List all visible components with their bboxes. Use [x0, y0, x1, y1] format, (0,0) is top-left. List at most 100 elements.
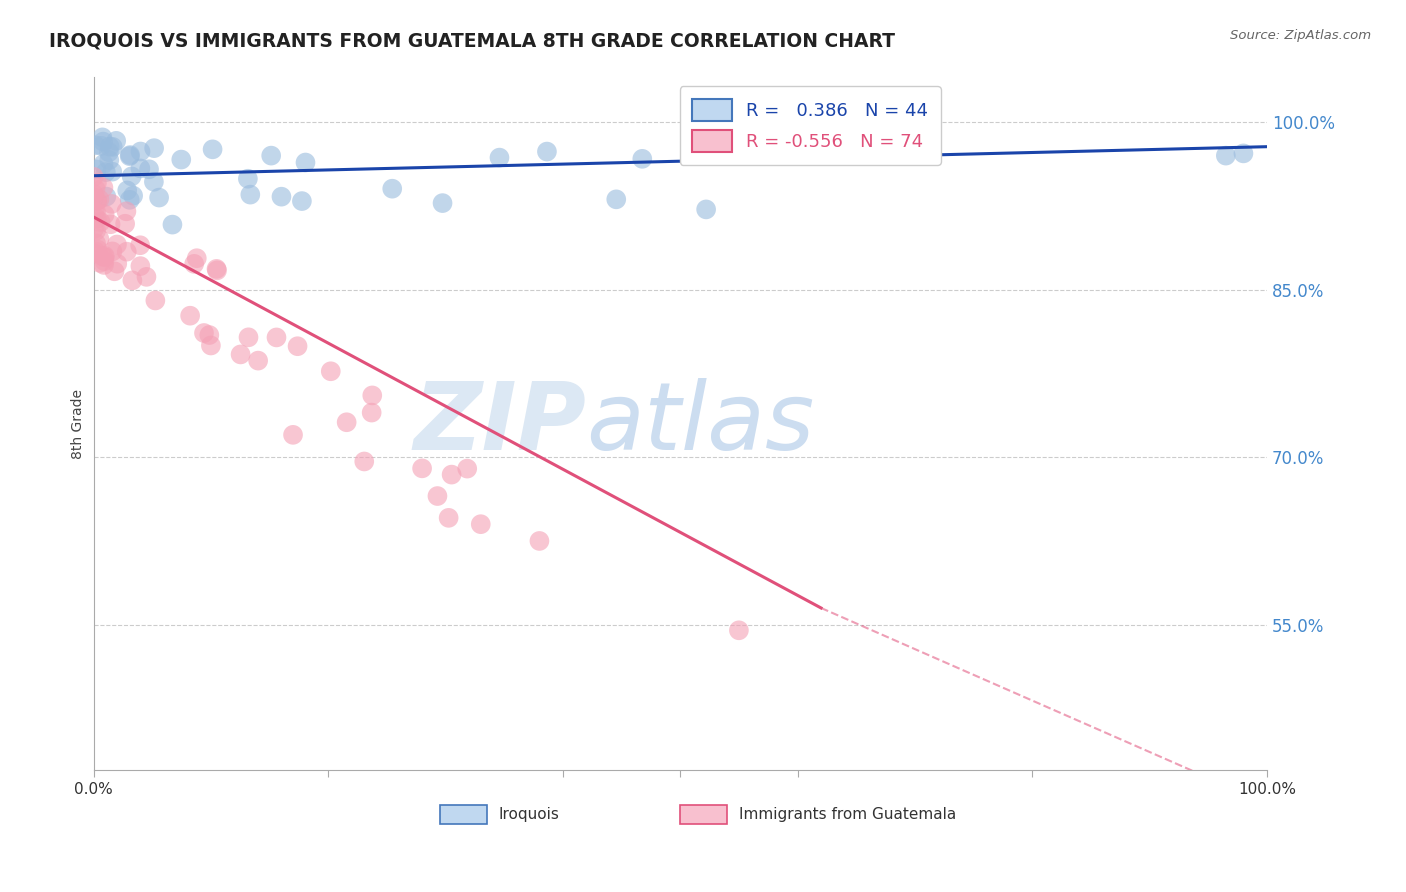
Point	[432, 196, 454, 211]
Text: Immigrants from Guatemala: Immigrants from Guatemala	[740, 806, 956, 822]
Point	[353, 454, 375, 468]
Point	[728, 624, 751, 638]
Point	[98, 153, 121, 167]
Point	[456, 461, 478, 475]
Point	[193, 326, 215, 340]
Point	[205, 263, 228, 277]
Point	[101, 140, 124, 154]
Point	[89, 256, 111, 270]
Point	[135, 269, 157, 284]
Text: atlas: atlas	[586, 378, 814, 469]
Point	[84, 236, 107, 251]
Point	[83, 222, 105, 236]
Point	[86, 162, 108, 177]
Point	[470, 517, 492, 532]
Point	[121, 169, 143, 184]
Point	[162, 218, 184, 232]
Point	[93, 250, 115, 264]
Point	[83, 190, 105, 204]
Point	[94, 165, 117, 179]
Point	[631, 152, 654, 166]
Point	[186, 251, 208, 265]
Point	[205, 261, 228, 276]
Point	[93, 254, 115, 268]
Point	[201, 142, 224, 156]
Point	[381, 182, 404, 196]
Point	[129, 145, 152, 159]
Point	[488, 151, 510, 165]
Point	[91, 250, 114, 264]
Point	[440, 467, 463, 482]
Point	[294, 155, 316, 169]
Point	[142, 175, 165, 189]
Point	[336, 415, 359, 429]
Point	[361, 388, 384, 402]
Point	[291, 194, 314, 208]
Point	[115, 183, 138, 197]
Point	[183, 257, 205, 271]
Point	[148, 190, 170, 204]
FancyBboxPatch shape	[440, 805, 486, 824]
Point	[695, 202, 717, 217]
Point	[121, 273, 143, 287]
Point	[129, 238, 152, 252]
Point	[97, 145, 120, 160]
Point	[287, 339, 309, 353]
Point	[100, 217, 122, 231]
Point	[101, 244, 124, 259]
Point	[129, 161, 152, 176]
Point	[84, 244, 107, 259]
Point	[1232, 146, 1254, 161]
Point	[170, 153, 193, 167]
Point	[198, 328, 221, 343]
Point	[437, 511, 460, 525]
Point	[266, 330, 288, 344]
Point	[93, 208, 115, 222]
Point	[260, 148, 283, 162]
Point	[103, 264, 125, 278]
Point	[1215, 148, 1237, 162]
Point	[605, 192, 627, 206]
Point	[94, 249, 117, 263]
Point	[89, 215, 111, 229]
Point	[98, 139, 121, 153]
Point	[89, 232, 111, 246]
Point	[84, 138, 107, 153]
Point	[96, 189, 118, 203]
Point	[200, 338, 222, 352]
Point	[238, 330, 260, 344]
Point	[114, 217, 136, 231]
Point	[86, 176, 108, 190]
Point	[236, 171, 259, 186]
Point	[270, 189, 292, 203]
Point	[115, 244, 138, 259]
Point	[281, 427, 304, 442]
Point	[239, 187, 262, 202]
Point	[86, 211, 108, 226]
Point	[105, 237, 128, 252]
Point	[105, 257, 128, 271]
Point	[91, 130, 114, 145]
Text: Source: ZipAtlas.com: Source: ZipAtlas.com	[1230, 29, 1371, 42]
Point	[143, 141, 166, 155]
Point	[360, 406, 382, 420]
Point	[247, 353, 270, 368]
Point	[86, 243, 108, 257]
Point	[93, 180, 115, 194]
Point	[84, 224, 107, 238]
Point	[529, 533, 551, 548]
Point	[319, 364, 342, 378]
Y-axis label: 8th Grade: 8th Grade	[72, 389, 86, 458]
Point	[115, 204, 138, 219]
Point	[83, 205, 105, 219]
Point	[84, 182, 107, 196]
Point	[118, 193, 141, 207]
Point	[143, 293, 166, 308]
Point	[411, 461, 433, 475]
Point	[83, 246, 105, 260]
Point	[83, 169, 105, 184]
Text: IROQUOIS VS IMMIGRANTS FROM GUATEMALA 8TH GRADE CORRELATION CHART: IROQUOIS VS IMMIGRANTS FROM GUATEMALA 8T…	[49, 31, 896, 50]
Point	[120, 148, 142, 162]
Point	[426, 489, 449, 503]
Point	[86, 194, 108, 208]
